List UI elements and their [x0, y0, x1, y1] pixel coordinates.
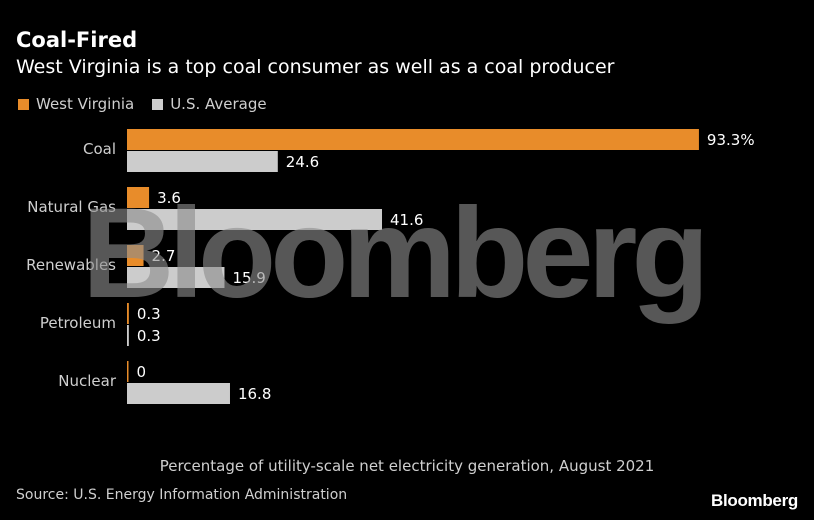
legend-label-west-virginia: West Virginia [36, 95, 135, 113]
bar-u-s-average [127, 151, 278, 172]
data-label: 93.3% [707, 131, 755, 149]
legend-swatch-us-average [152, 98, 164, 110]
bar-west-virginia [127, 303, 129, 324]
bar-u-s-average [127, 267, 225, 288]
bar-u-s-average [127, 209, 383, 230]
category-label: Coal [83, 140, 116, 158]
bar-west-virginia [127, 245, 144, 266]
bar-west-virginia [127, 361, 129, 382]
bar-west-virginia [127, 187, 150, 208]
data-label: 2.7 [152, 247, 176, 265]
data-label: 16.8 [238, 385, 271, 403]
bar-west-virginia [127, 129, 699, 150]
data-label: 0 [137, 363, 147, 381]
legend: West Virginia U.S. Average [18, 95, 285, 113]
chart-title: Coal-Fired [16, 28, 138, 52]
bar-u-s-average [127, 325, 129, 346]
category-label: Renewables [26, 256, 116, 274]
data-label: 15.9 [232, 269, 265, 287]
legend-item-west-virginia: West Virginia [18, 95, 134, 113]
chart-note: Percentage of utility-scale net electric… [159, 457, 655, 475]
bar-u-s-average [127, 383, 230, 404]
brand-logo: Bloomberg [710, 491, 798, 510]
category-label: Petroleum [40, 314, 116, 332]
data-label: 41.6 [390, 211, 423, 229]
legend-swatch-west-virginia [18, 98, 29, 110]
data-label: 3.6 [157, 189, 181, 207]
source-note: Source: U.S. Energy Information Administ… [16, 487, 348, 503]
category-label: Natural Gas [27, 198, 116, 216]
category-label: Nuclear [58, 372, 117, 390]
data-label: 0.3 [137, 327, 161, 345]
data-label: 0.3 [137, 305, 161, 323]
legend-label-us-average: U.S. Average [170, 95, 267, 113]
chart-subtitle: West Virginia is a top coal consumer as … [16, 56, 615, 78]
legend-item-us-average: U.S. Average [152, 95, 267, 113]
data-label: 24.6 [286, 153, 319, 171]
